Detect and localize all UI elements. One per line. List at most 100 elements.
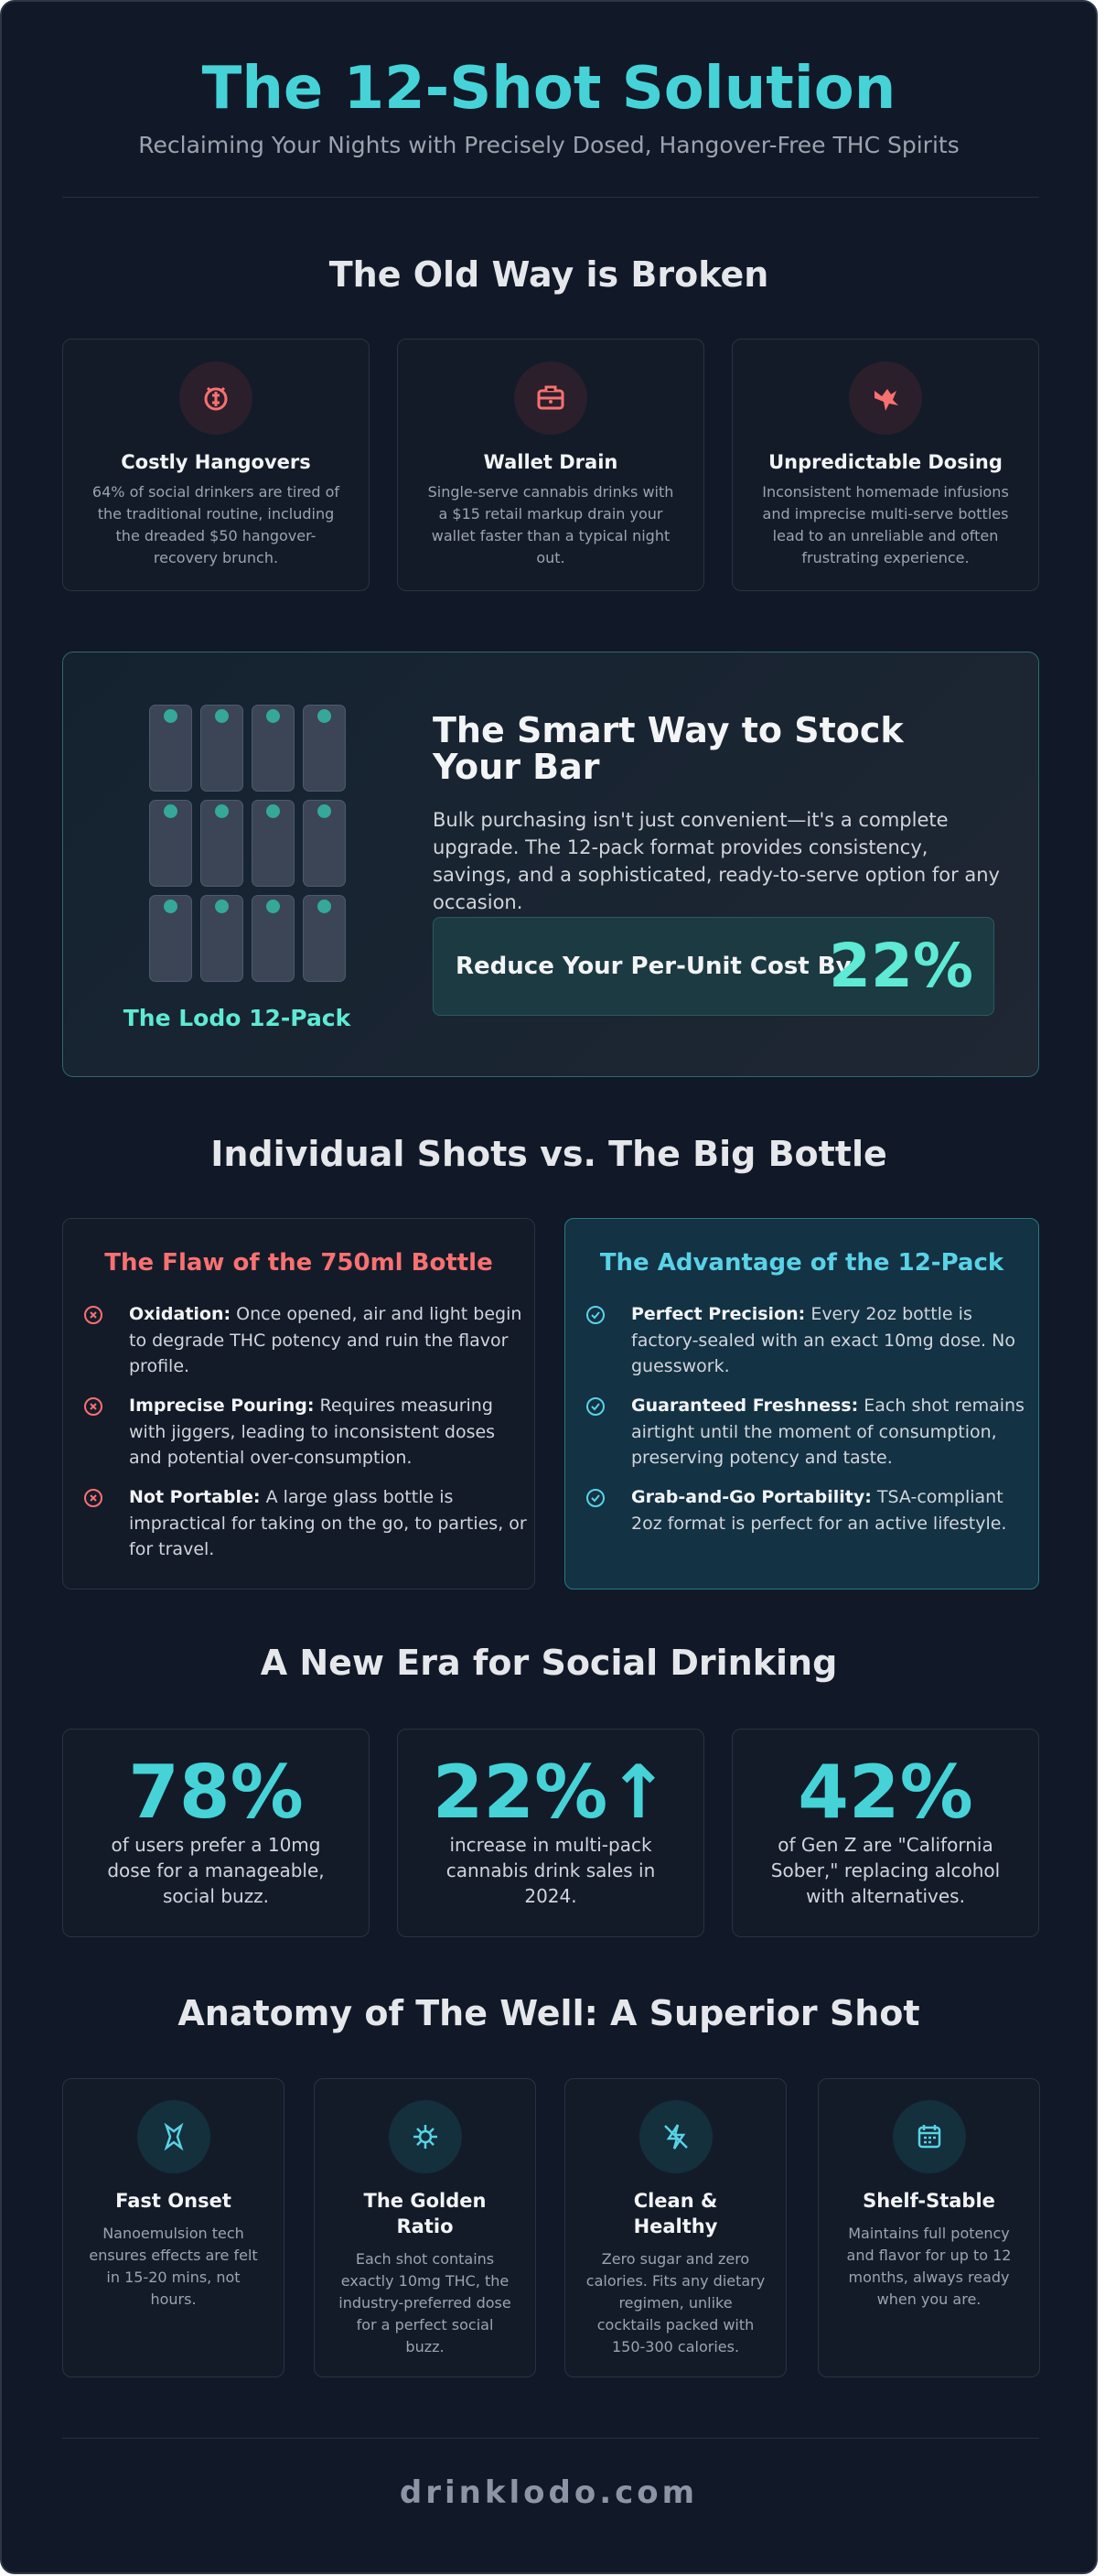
section-title: Individual Shots vs. The Big Bottle xyxy=(210,1134,887,1174)
icon-badge xyxy=(388,2100,462,2173)
bullet-icon xyxy=(586,1306,605,1324)
icon xyxy=(917,2125,940,2149)
callout-label: Reduce Your Per-Unit Cost By xyxy=(456,953,852,980)
stat-text: of users prefer a 10mg dose for a manage… xyxy=(107,1834,325,1907)
panel-title: The Flaw of the 750ml Bottle xyxy=(104,1249,493,1277)
item-lead: Perfect Precision: xyxy=(631,1304,806,1324)
panel-title: The Advantage of the 12-Pack xyxy=(599,1249,1004,1277)
card-title: Fast Onset xyxy=(115,2190,231,2212)
icon-badge xyxy=(892,2100,966,2173)
feature-card: The Golden Ratio Each shot contains exact… xyxy=(314,2078,536,2377)
bottle xyxy=(200,895,243,982)
icon xyxy=(537,385,564,410)
stat-card: 42% of Gen Z are "California Sober," repl… xyxy=(732,1729,1039,1937)
icon-badge xyxy=(638,2100,713,2173)
bottle xyxy=(149,895,192,982)
bottle xyxy=(303,705,346,792)
list-item: Imprecise Pouring: Requires measuring wi… xyxy=(84,1393,531,1471)
stat-text: increase in multi-pack cannabis drink sa… xyxy=(445,1834,656,1907)
card-title: Shelf-Stable xyxy=(863,2190,995,2212)
item-text: A large glass bottle is impractical for … xyxy=(129,1487,527,1559)
item-lead: Imprecise Pouring: xyxy=(129,1396,315,1416)
item-lead: Not Portable: xyxy=(129,1487,261,1507)
card-title: Unpredictable Dosing xyxy=(768,451,1003,473)
stat-value: 42% xyxy=(798,1750,973,1835)
item-text: Every 2oz bottle is factory-sealed with … xyxy=(631,1304,1015,1376)
list-item: Guaranteed Freshness: Each shot remains … xyxy=(586,1393,1034,1471)
smart-title: The Smart Way to Stock Your Bar xyxy=(433,710,904,787)
stat-text: of Gen Z are "California Sober," replaci… xyxy=(770,1834,1001,1907)
bullet-icon xyxy=(586,1397,605,1416)
card-title: Wallet Drain xyxy=(483,451,618,473)
bottle xyxy=(149,800,192,887)
card-text: Each shot contains exactly 10mg THC, the… xyxy=(338,2250,511,2355)
pack-panel: The Advantage of the 12-Pack Perfect Pre… xyxy=(564,1218,1039,1590)
card-title: The Golden Ratio xyxy=(363,2190,487,2237)
item-text: Requires measuring with jiggers, leading… xyxy=(129,1396,496,1468)
item-text: Each shot remains airtight until the mom… xyxy=(631,1396,1025,1468)
item-text: TSA-compliant 2oz format is perfect for … xyxy=(631,1487,1007,1534)
section-title: A New Era for Social Drinking xyxy=(260,1643,838,1683)
bottle-panel: The Flaw of the 750ml Bottle Oxidation: … xyxy=(62,1218,535,1590)
bottle xyxy=(200,705,243,792)
icon xyxy=(663,2124,688,2150)
item-lead: Guaranteed Freshness: xyxy=(631,1396,859,1416)
title: The 12-Shot Solution xyxy=(201,55,896,123)
list-item: Not Portable: A large glass bottle is im… xyxy=(84,1484,531,1563)
icon-badge xyxy=(849,361,922,435)
bullet-icon xyxy=(84,1489,102,1507)
bottle xyxy=(252,800,295,887)
pack-label: The Lodo 12-Pack xyxy=(123,1005,351,1031)
item-lead: Grab-and-Go Portability: xyxy=(631,1487,872,1507)
card-text: Zero sugar and zero calories. Fits any d… xyxy=(585,2250,766,2355)
feature-card: Fast Onset Nanoemulsion tech ensures effe… xyxy=(62,2078,284,2377)
list-item: Grab-and-Go Portability: TSA-compliant 2… xyxy=(586,1484,1034,1536)
bottle xyxy=(200,800,243,887)
bullet-icon xyxy=(84,1306,102,1324)
feature-card: Clean & Healthy Zero sugar and zero calor… xyxy=(564,2078,787,2377)
icon xyxy=(875,389,898,411)
divider xyxy=(62,2438,1039,2439)
section-title: The Old Way is Broken xyxy=(328,254,769,295)
item-text: Once opened, air and light begin to degr… xyxy=(129,1304,522,1376)
icon xyxy=(413,2125,437,2149)
smart-text: Bulk purchasing isn't just convenient—it… xyxy=(433,809,1000,913)
icon-badge xyxy=(514,361,587,435)
bottle xyxy=(149,705,192,792)
list-item: Perfect Precision: Every 2oz bottle is f… xyxy=(586,1301,1034,1380)
stat-card: 78% of users prefer a 10mg dose for a man… xyxy=(62,1729,370,1937)
bullet-icon xyxy=(84,1397,102,1416)
list-item: Oxidation: Once opened, air and light be… xyxy=(84,1301,531,1380)
stat-card: 22%↑ increase in multi-pack cannabis drin… xyxy=(397,1729,704,1937)
icon xyxy=(164,2122,183,2151)
icon-badge xyxy=(179,361,252,435)
stat-value: 78% xyxy=(128,1750,304,1835)
icon xyxy=(204,386,228,411)
divider xyxy=(62,197,1039,198)
bottle xyxy=(303,800,346,887)
subtitle: Reclaiming Your Nights with Precisely Do… xyxy=(138,132,960,158)
card-text: Maintains full potency and flavor for up… xyxy=(846,2225,1012,2308)
icon-badge xyxy=(136,2100,210,2173)
item-lead: Oxidation: xyxy=(129,1304,231,1324)
bullet-icon xyxy=(586,1489,605,1507)
card-text: Inconsistent homemade infusions and impr… xyxy=(762,483,1009,566)
bottle xyxy=(252,895,295,982)
feature-card: Shelf-Stable Maintains full potency and f… xyxy=(818,2078,1040,2377)
card-text: Nanoemulsion tech ensures effects are fe… xyxy=(89,2225,258,2308)
card-text: Single-serve cannabis drinks with a $15 … xyxy=(427,483,674,566)
callout-value: 22% xyxy=(829,931,973,1001)
section-title: Anatomy of The Well: A Superior Shot xyxy=(177,1993,920,2033)
card-text: 64% of social drinkers are tired of the … xyxy=(91,483,340,566)
bottle xyxy=(252,705,295,792)
smart-way-panel: The Lodo 12-Pack The Smart Way to Stock … xyxy=(62,652,1039,1077)
problem-card: Wallet Drain Single-serve cannabis drinks… xyxy=(397,339,704,591)
problem-card: Costly Hangovers 64% of social drinkers a… xyxy=(62,339,370,591)
bottle xyxy=(303,895,346,982)
stat-value: 22%↑ xyxy=(432,1750,670,1835)
footer-site: drinklodo.com xyxy=(399,2474,699,2511)
card-title: Clean & Healthy xyxy=(633,2190,718,2237)
callout: Reduce Your Per-Unit Cost By 22% xyxy=(433,917,994,1016)
